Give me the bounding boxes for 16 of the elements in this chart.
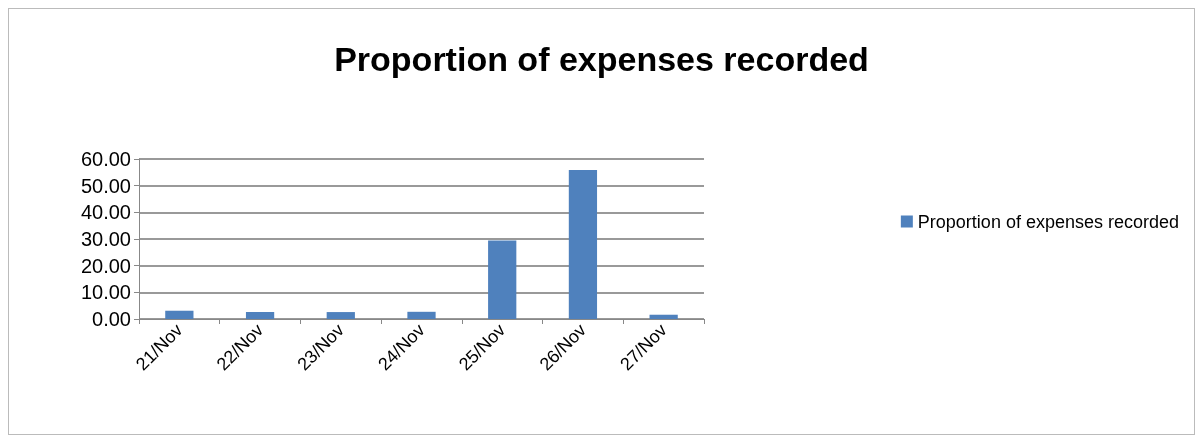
bar <box>407 311 436 319</box>
y-tick-label: 10.00 <box>80 281 131 304</box>
bar <box>245 312 275 319</box>
y-tick-label: 60.00 <box>80 148 131 170</box>
legend-label: Proportion of expenses recorded <box>917 211 1180 232</box>
bar <box>488 240 517 319</box>
chart-title: Proportion of expenses recorded <box>334 40 869 78</box>
bar <box>649 314 678 319</box>
y-tick-label: 20.00 <box>80 254 131 277</box>
bar <box>165 310 194 319</box>
y-tick-label: 0.00 <box>92 308 131 330</box>
y-tick-label: 40.00 <box>80 201 131 224</box>
y-tick-label: 50.00 <box>80 174 131 197</box>
y-tick-label: 30.00 <box>80 228 131 250</box>
bar <box>568 169 598 319</box>
bar <box>326 312 355 319</box>
